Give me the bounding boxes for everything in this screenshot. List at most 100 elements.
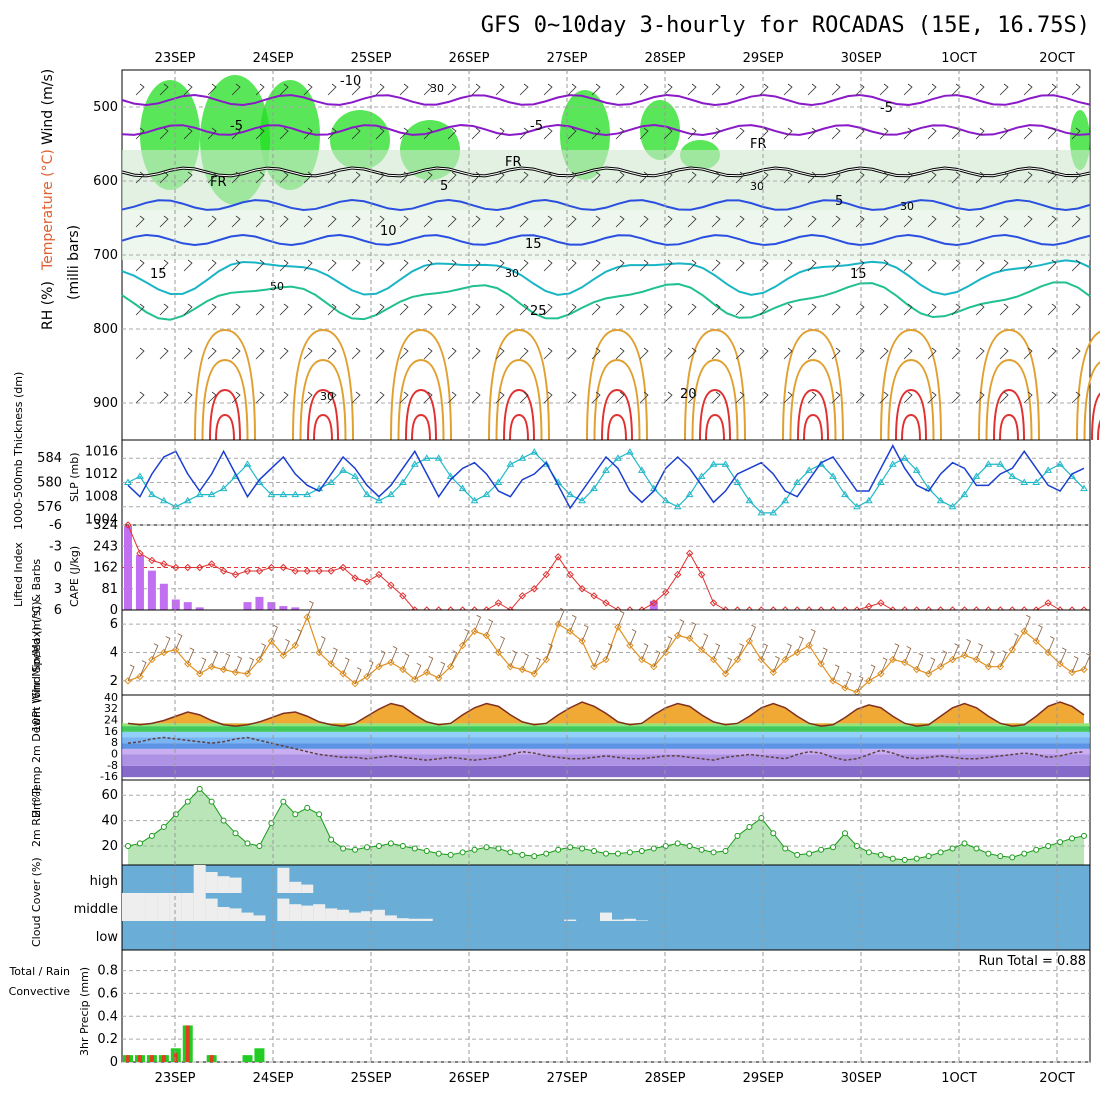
wind-barb — [447, 83, 457, 96]
vertical-gridlines — [174, 70, 1058, 1062]
surface-barb — [988, 650, 995, 667]
wind-barb — [807, 127, 817, 140]
wind-barb — [783, 391, 793, 404]
surface-barb — [856, 675, 864, 693]
wind-barb — [639, 391, 649, 404]
surface-barb — [689, 621, 697, 639]
freezing-line-inner — [121, 167, 1091, 177]
li-marker — [865, 602, 873, 611]
wind-barb — [327, 127, 337, 140]
temp-tick: 32 — [104, 702, 118, 715]
upper-ylabel-temp: Temperature (°C) — [40, 149, 56, 271]
wind-barb — [231, 127, 241, 140]
warm-contour — [299, 358, 347, 441]
wind-barb — [687, 215, 697, 228]
thickness-marker — [721, 460, 730, 467]
li-marker — [673, 570, 682, 579]
top-date-label: 27SEP — [547, 51, 588, 66]
mid-cloud-bar — [564, 919, 577, 921]
wind-barb — [951, 215, 961, 228]
thickness-marker — [446, 472, 455, 479]
wind-barb — [591, 215, 601, 228]
rh-contour-label: 30 — [505, 267, 519, 280]
wind-barb — [831, 127, 841, 140]
wind-barb — [687, 303, 697, 316]
cape-bar — [147, 570, 156, 610]
wind-barb — [255, 83, 265, 96]
wind-marker — [124, 677, 132, 685]
wind-barb — [303, 171, 313, 184]
wind-barb — [879, 303, 889, 316]
wind-barb — [303, 347, 313, 360]
warm-contour — [307, 388, 339, 441]
wind-barb — [1047, 259, 1057, 272]
thickness-marker — [410, 460, 419, 467]
temp-tick: 40 — [104, 691, 118, 704]
wind-barb — [543, 391, 553, 404]
wind-marker — [709, 655, 718, 664]
warm-contour — [509, 413, 529, 441]
wind-barb — [351, 83, 361, 96]
wind-barb — [183, 215, 193, 228]
wind-barb — [375, 303, 385, 316]
y-tick-label: 40 — [101, 814, 118, 829]
wind-barb — [975, 171, 985, 184]
cloud-ylabel: Cloud Cover (%) — [30, 857, 43, 947]
li-marker — [184, 563, 192, 572]
wind-barb — [1023, 391, 1033, 404]
wind-marker — [148, 655, 156, 664]
wind-barb — [975, 347, 985, 360]
li-marker — [387, 581, 395, 589]
precip-frame — [121, 949, 1091, 1063]
wind-barb — [495, 303, 505, 316]
temp-contour-label: 5 — [440, 179, 448, 194]
rh-marker — [232, 830, 239, 837]
wind-barb — [207, 215, 217, 228]
surface-barb — [378, 650, 386, 667]
wind-barb — [1071, 171, 1081, 184]
cape-bar — [195, 607, 204, 610]
surface-barb — [438, 661, 446, 679]
wind-barb — [879, 83, 889, 96]
wind-barb — [399, 303, 409, 316]
wind-barb — [255, 215, 265, 228]
li-marker — [697, 570, 706, 579]
wind-barb — [351, 215, 361, 228]
mid-cloud-bar — [289, 904, 302, 921]
wind-barb — [567, 127, 577, 140]
wind-barb — [519, 259, 529, 272]
li-marker — [363, 577, 371, 586]
wind-barb — [927, 127, 937, 140]
wind-barb — [807, 171, 817, 184]
wind-marker — [877, 670, 885, 678]
temp-contour-label: -10 — [340, 74, 361, 89]
li-marker — [160, 560, 168, 568]
surface-barb — [426, 655, 434, 673]
wind-barb — [975, 259, 985, 272]
wind-barb — [735, 215, 745, 228]
rh-marker — [1009, 854, 1016, 861]
wind-barb — [135, 215, 145, 228]
rh-marker — [160, 823, 167, 830]
surface-barb — [737, 643, 744, 660]
wind-barb — [183, 127, 193, 140]
wind-barb — [735, 347, 745, 360]
bottom-date-label: 23SEP — [155, 1071, 196, 1086]
rh-marker — [256, 842, 263, 849]
wind-barb — [999, 391, 1009, 404]
wind-barb — [951, 391, 961, 404]
mid-cloud-bar — [229, 908, 242, 921]
temp-ylabel: 2m Temp 2m DewPt (6hr Min/Max) (°C) — [30, 601, 43, 817]
wind-barb — [159, 347, 169, 360]
thickness-marker — [876, 478, 885, 485]
wind-barb — [327, 259, 337, 272]
surface-barb — [1059, 647, 1067, 664]
wind-barb — [447, 215, 457, 228]
wind-marker — [889, 655, 897, 664]
wind-barb — [255, 391, 265, 404]
wind-barb — [303, 83, 313, 96]
bottom-date-label: 1OCT — [941, 1071, 977, 1086]
cape-ylabel-left: Lifted Index — [12, 542, 25, 607]
top-date-label: 25SEP — [351, 51, 392, 66]
wind-marker — [948, 655, 957, 664]
